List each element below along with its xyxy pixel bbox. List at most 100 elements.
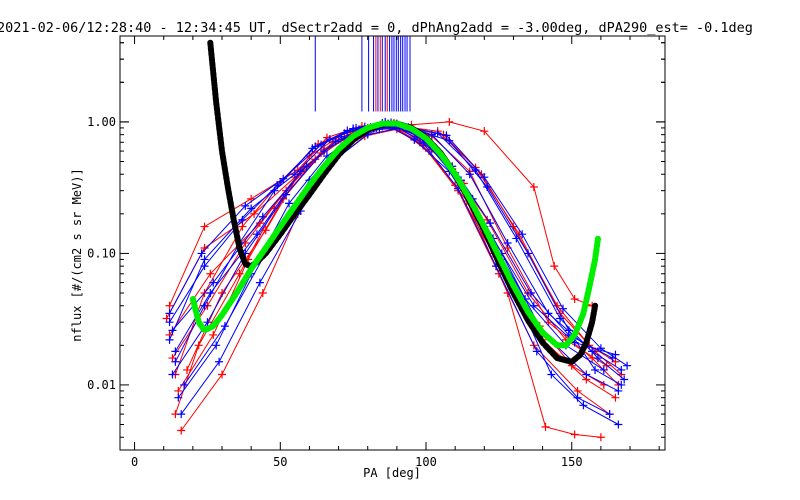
data-point-plus	[573, 386, 582, 395]
data-point-plus	[200, 262, 209, 271]
data-point-plus	[174, 386, 183, 395]
data-point-plus	[445, 136, 454, 145]
data-point-plus	[529, 182, 538, 191]
data-point-plus	[570, 295, 579, 304]
data-point-plus	[183, 365, 192, 374]
x-axis-label: PA [deg]	[363, 466, 421, 480]
data-point-plus	[220, 322, 229, 331]
y-tick-label: 0.01	[87, 378, 116, 392]
data-point-plus	[270, 186, 279, 195]
y-axis-label: nflux [#/(cm2 s sr MeV)]	[70, 168, 84, 341]
data-point-plus	[591, 365, 600, 374]
data-point-plus	[445, 117, 454, 126]
data-point-plus	[235, 269, 244, 278]
data-point-plus	[302, 162, 311, 171]
data-point-plus	[177, 410, 186, 419]
data-point-plus	[614, 420, 623, 429]
data-point-plus	[550, 262, 559, 271]
data-point-plus	[617, 365, 626, 374]
chart-title: 2021-02-06/12:28:40 - 12:34:45 UT, dSect…	[0, 20, 753, 36]
data-point-plus	[564, 326, 573, 335]
data-point-plus	[503, 239, 512, 247]
data-point-plus	[623, 361, 632, 370]
plot-frame	[119, 35, 666, 451]
data-point-plus	[596, 433, 605, 442]
data-point-plus	[442, 131, 451, 140]
data-point-plus	[486, 219, 495, 228]
x-tick-label: 100	[415, 455, 437, 469]
data-point-plus	[296, 167, 305, 176]
data-point-plus	[620, 375, 629, 384]
data-point-plus	[258, 289, 267, 298]
fit-curve	[189, 120, 601, 349]
data-point-plus	[605, 410, 614, 419]
data-point-plus	[200, 255, 209, 264]
data-point-plus	[480, 173, 489, 182]
data-point-plus	[611, 393, 620, 402]
data-point-plus	[614, 386, 623, 395]
data-layer	[162, 36, 632, 442]
data-point-plus	[352, 123, 361, 132]
data-point-plus	[308, 144, 317, 153]
data-point-plus	[209, 278, 218, 287]
data-point-plus	[258, 212, 267, 221]
x-tick-label: 0	[131, 455, 138, 469]
data-point-plus	[465, 170, 474, 179]
data-point-plus	[261, 226, 270, 235]
data-point-plus	[171, 357, 180, 366]
data-point-plus	[238, 215, 247, 224]
data-point-plus	[570, 430, 579, 439]
data-point-plus	[518, 230, 527, 239]
data-point-plus	[215, 357, 224, 366]
data-point-plus	[180, 380, 189, 389]
data-point-plus	[617, 380, 626, 389]
data-point-plus	[483, 182, 492, 191]
data-point-plus	[547, 370, 556, 379]
data-point-plus	[165, 318, 174, 327]
data-point-plus	[238, 222, 247, 231]
data-point-plus	[544, 309, 553, 318]
data-point-plus	[541, 422, 550, 431]
x-tick-label: 150	[561, 455, 583, 469]
data-point-plus	[480, 127, 489, 136]
axes-layer: 0 50 100 150 1.00 0.10 0.01	[87, 35, 666, 469]
y-tick-label: 0.10	[87, 246, 116, 260]
data-point-plus	[200, 301, 209, 310]
data-point-plus	[206, 269, 215, 278]
data-point-plus	[252, 230, 261, 239]
data-point-plus	[165, 301, 174, 310]
data-point-plus	[200, 222, 209, 231]
data-point-plus	[524, 249, 533, 258]
data-point-plus	[177, 426, 186, 435]
y-tick-label: 1.00	[87, 115, 116, 129]
data-point-plus	[218, 370, 227, 379]
data-point-plus	[558, 304, 567, 313]
data-point-plus	[212, 341, 221, 350]
data-point-plus	[250, 209, 259, 218]
data-point-plus	[279, 174, 288, 183]
data-point-plus	[285, 199, 294, 208]
data-point-plus	[579, 401, 588, 410]
data-point-plus	[165, 335, 174, 344]
data-point-plus	[168, 326, 177, 335]
data-point-plus	[241, 201, 250, 210]
data-point-plus	[532, 347, 541, 356]
data-point-plus	[197, 249, 206, 258]
x-tick-label: 50	[273, 455, 287, 469]
data-point-plus	[203, 318, 212, 327]
data-point-plus	[290, 170, 299, 179]
data-point-plus	[305, 152, 314, 161]
data-point-plus	[596, 344, 605, 353]
data-point-plus	[168, 370, 177, 379]
data-point-plus	[593, 354, 602, 363]
data-point-plus	[337, 132, 346, 141]
data-point-plus	[317, 140, 326, 149]
data-point-plus	[526, 289, 535, 298]
data-point-plus	[529, 301, 538, 310]
data-point-plus	[582, 370, 591, 379]
data-point-plus	[171, 347, 180, 356]
data-point-plus	[599, 365, 608, 374]
data-point-plus	[255, 278, 264, 287]
